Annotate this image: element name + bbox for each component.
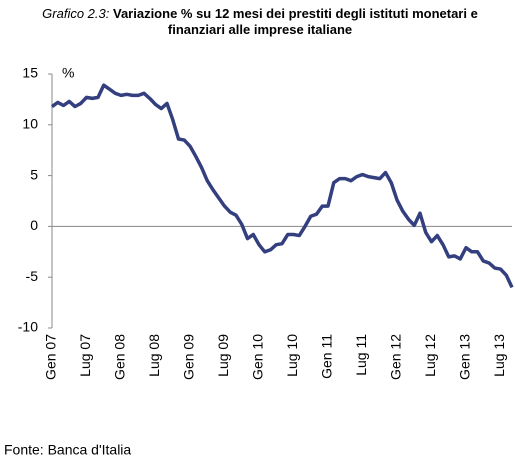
x-tick-label: Lug 10 [284,334,300,377]
x-tick-label: Gen 08 [112,334,128,380]
x-tick-label: Lug 12 [422,334,438,377]
x-tick-label: Gen 07 [43,334,59,380]
title-text: Variazione % su 12 mesi dei prestiti deg… [112,6,478,37]
y-tick-label: 0 [30,217,38,233]
x-tick-label: Lug 07 [77,334,93,377]
x-tick-label: Gen 13 [457,334,473,380]
x-tick-label: Lug 13 [491,334,507,377]
line-series [50,83,514,289]
x-tick-label: Gen 10 [250,334,266,380]
x-tick-label: Gen 09 [181,334,197,380]
x-tick-label: Gen 11 [319,334,335,379]
x-tick-label: Lug 09 [215,334,231,377]
title-prefix: Grafico 2.3: [42,6,110,21]
y-tick-label: 15 [22,65,38,81]
y-tick-label: 5 [30,166,38,182]
chart-title: Grafico 2.3: Variazione % su 12 mesi dei… [40,6,480,38]
x-tick-label: Gen 12 [388,334,404,380]
y-unit: % [62,65,74,81]
y-tick-label: -10 [18,319,38,335]
y-tick-label: -5 [26,268,39,284]
x-tick-label: Lug 08 [146,334,162,377]
x-tick-label: Lug 11 [353,334,369,376]
source: Fonte: Banca d'Italia [4,442,131,458]
y-tick-label: 10 [22,116,38,132]
